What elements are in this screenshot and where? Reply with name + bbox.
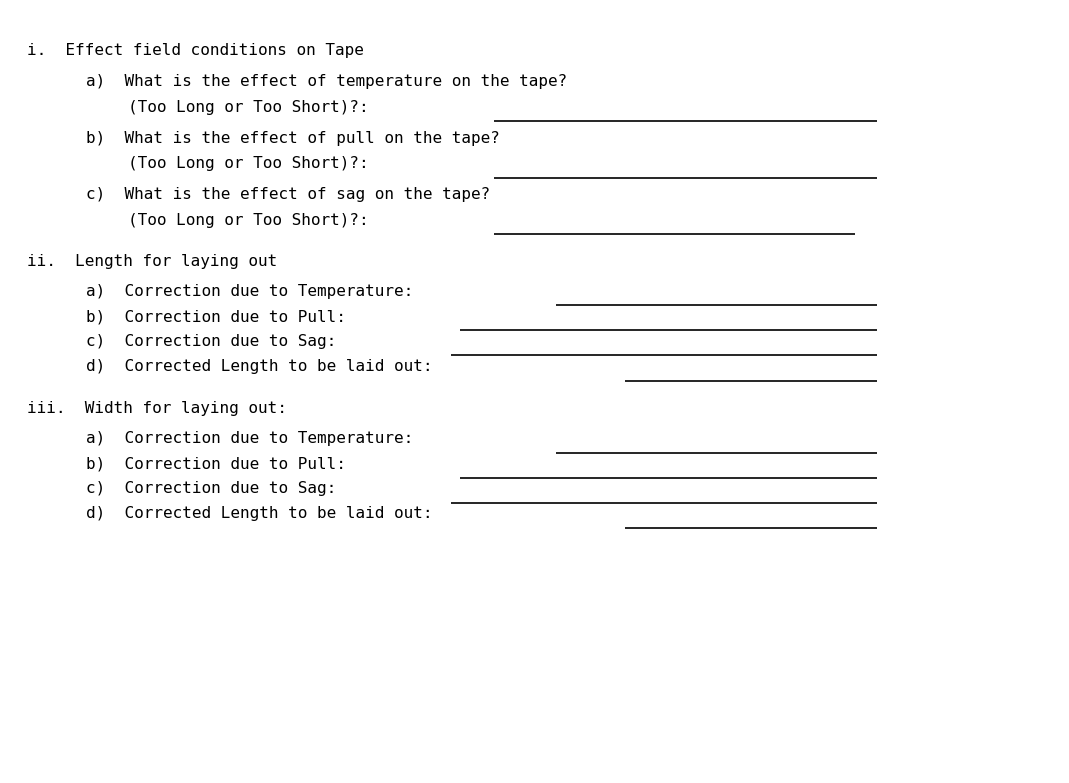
Text: d)  Corrected Length to be laid out:: d) Corrected Length to be laid out: — [86, 359, 432, 374]
Text: ii.  Length for laying out: ii. Length for laying out — [27, 254, 277, 269]
Text: (Too Long or Too Short)?:: (Too Long or Too Short)?: — [128, 157, 369, 171]
Text: c)  What is the effect of sag on the tape?: c) What is the effect of sag on the tape… — [86, 187, 490, 202]
Text: d)  Corrected Length to be laid out:: d) Corrected Length to be laid out: — [86, 507, 432, 521]
Text: a)  What is the effect of temperature on the tape?: a) What is the effect of temperature on … — [86, 74, 567, 89]
Text: b)  What is the effect of pull on the tape?: b) What is the effect of pull on the tap… — [86, 131, 499, 146]
Text: (Too Long or Too Short)?:: (Too Long or Too Short)?: — [128, 213, 369, 228]
Text: a)  Correction due to Temperature:: a) Correction due to Temperature: — [86, 431, 413, 446]
Text: b)  Correction due to Pull:: b) Correction due to Pull: — [86, 309, 345, 324]
Text: i.  Effect field conditions on Tape: i. Effect field conditions on Tape — [27, 43, 363, 58]
Text: a)  Correction due to Temperature:: a) Correction due to Temperature: — [86, 284, 413, 299]
Text: b)  Correction due to Pull:: b) Correction due to Pull: — [86, 456, 345, 471]
Text: iii.  Width for laying out:: iii. Width for laying out: — [27, 402, 286, 417]
Text: c)  Correction due to Sag:: c) Correction due to Sag: — [86, 334, 336, 349]
Text: (Too Long or Too Short)?:: (Too Long or Too Short)?: — [128, 100, 369, 115]
Text: c)  Correction due to Sag:: c) Correction due to Sag: — [86, 482, 336, 496]
